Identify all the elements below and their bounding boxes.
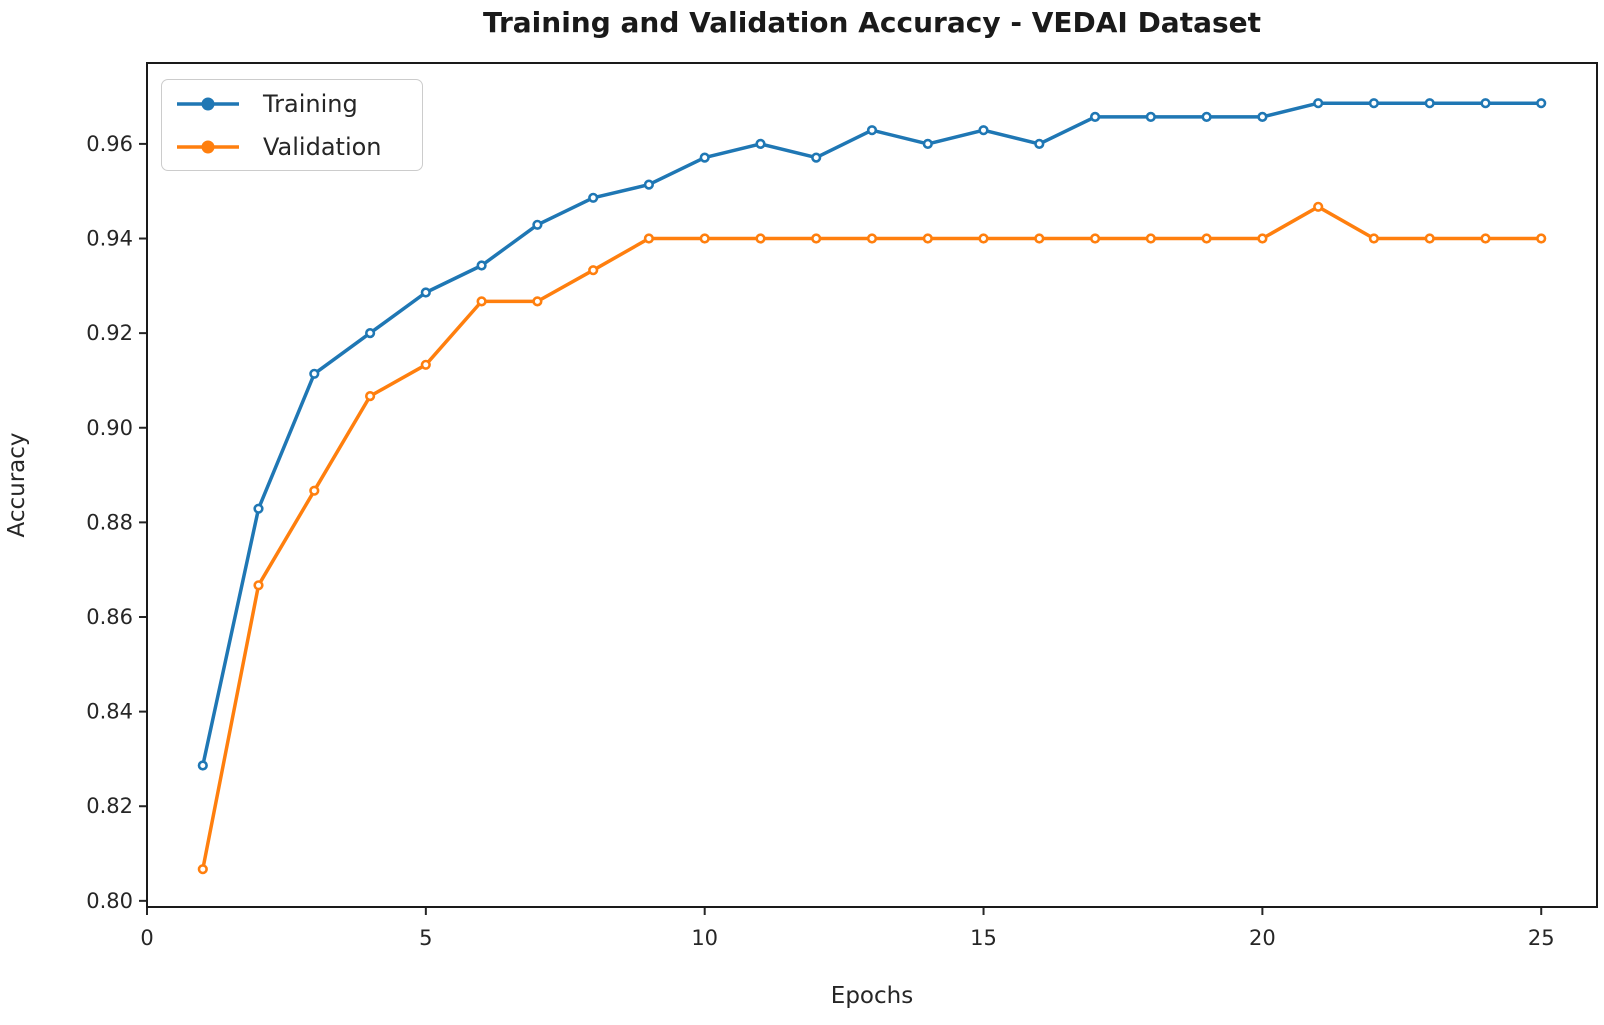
training-marker <box>1368 98 1379 109</box>
training-marker <box>1257 111 1268 122</box>
validation-marker <box>253 580 264 591</box>
training-marker <box>922 138 933 149</box>
training-marker <box>1313 98 1324 109</box>
training-marker <box>755 138 766 149</box>
validation-marker <box>420 359 431 370</box>
plot-area: 0 5 10 15 20 25 0.80 0.82 0.84 0.86 0.88 0.90 0.92 0.… <box>86 62 1598 950</box>
training-marker <box>1089 111 1101 122</box>
training-marker <box>532 219 543 230</box>
training-marker <box>866 125 878 136</box>
validation-marker <box>1536 233 1547 244</box>
validation-marker <box>922 233 933 244</box>
legend-item-training: Training <box>175 82 422 125</box>
validation-marker <box>699 233 710 244</box>
validation-marker <box>532 296 543 307</box>
legend: Training Validation <box>161 79 423 171</box>
x-axis-label: Epochs <box>831 983 913 1009</box>
training-marker <box>1201 111 1212 122</box>
y-tick-label: 0.80 <box>86 889 133 913</box>
training-marker <box>476 260 487 271</box>
validation-marker <box>1145 233 1156 244</box>
training-marker <box>420 287 431 298</box>
validation-marker <box>811 233 822 244</box>
training-marker <box>1145 111 1156 122</box>
training-marker <box>588 192 599 203</box>
training-marker <box>1424 98 1435 109</box>
y-tick-label: 0.92 <box>86 321 133 345</box>
training-line <box>201 101 1543 768</box>
training-marker <box>811 152 822 163</box>
validation-marker <box>1368 233 1379 244</box>
training-marker <box>365 328 376 339</box>
y-axis-label: Accuracy <box>4 432 30 537</box>
validation-marker <box>1257 233 1268 244</box>
y-tick-label: 0.96 <box>86 132 133 156</box>
training-marker <box>1480 98 1491 109</box>
training-marker <box>699 152 710 163</box>
x-tick-label: 10 <box>691 926 718 950</box>
legend-item-validation: Validation <box>175 125 422 168</box>
x-tick-label: 25 <box>1528 926 1555 950</box>
y-tick-label: 0.84 <box>86 700 133 724</box>
training-marker <box>1536 98 1547 109</box>
validation-marker <box>309 485 320 496</box>
validation-line <box>201 205 1543 871</box>
validation-marker <box>978 233 989 244</box>
validation-marker <box>1313 201 1324 212</box>
training-line-sample <box>177 97 239 110</box>
y-tick-label: 0.86 <box>86 605 133 629</box>
validation-marker <box>866 233 878 244</box>
chart-title: Training and Validation Accuracy - VEDAI… <box>483 6 1261 39</box>
validation-marker <box>197 864 208 875</box>
training-marker <box>253 503 264 514</box>
validation-marker <box>588 265 599 276</box>
x-tick-label: 0 <box>140 926 153 950</box>
training-marker <box>309 368 320 379</box>
y-tick-label: 0.82 <box>86 794 133 818</box>
validation-marker <box>1201 233 1212 244</box>
validation-marker <box>1424 233 1435 244</box>
validation-marker <box>643 233 655 244</box>
y-tick-label: 0.94 <box>86 227 133 251</box>
validation-marker <box>1480 233 1491 244</box>
training-marker <box>1034 138 1045 149</box>
x-tick-label: 5 <box>419 926 432 950</box>
y-tick-label: 0.88 <box>86 510 133 534</box>
validation-marker <box>755 233 766 244</box>
validation-marker <box>476 296 487 307</box>
training-marker <box>197 760 208 771</box>
training-marker <box>643 179 655 190</box>
plot-border <box>146 62 1598 908</box>
x-tick-label: 20 <box>1249 926 1276 950</box>
legend-label-validation: Validation <box>263 132 382 161</box>
training-marker <box>978 125 989 136</box>
y-tick-label: 0.90 <box>86 416 133 440</box>
validation-marker <box>1089 233 1101 244</box>
validation-marker <box>365 391 376 402</box>
validation-marker <box>1034 233 1045 244</box>
legend-label-training: Training <box>263 89 358 118</box>
validation-line-sample <box>177 140 239 153</box>
x-tick-label: 15 <box>970 926 997 950</box>
